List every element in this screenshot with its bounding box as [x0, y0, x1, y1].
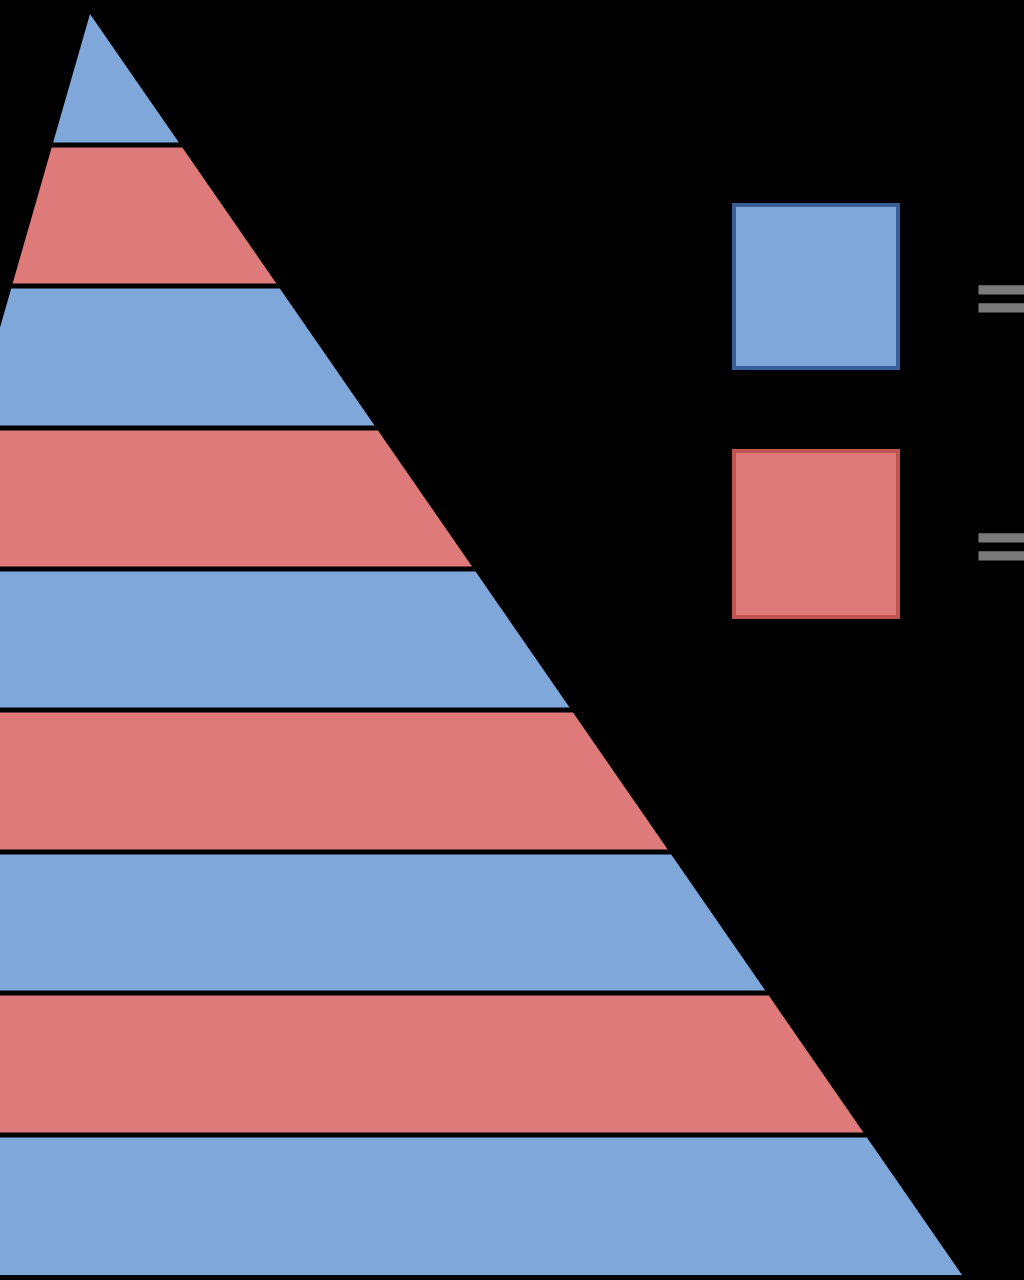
legend-swatch-blue [732, 203, 900, 370]
legend-swatch-red [732, 449, 900, 619]
blue-band [0, 1135, 962, 1275]
legend-symbol: = [970, 250, 1024, 343]
legend-symbol: = [970, 498, 1024, 591]
